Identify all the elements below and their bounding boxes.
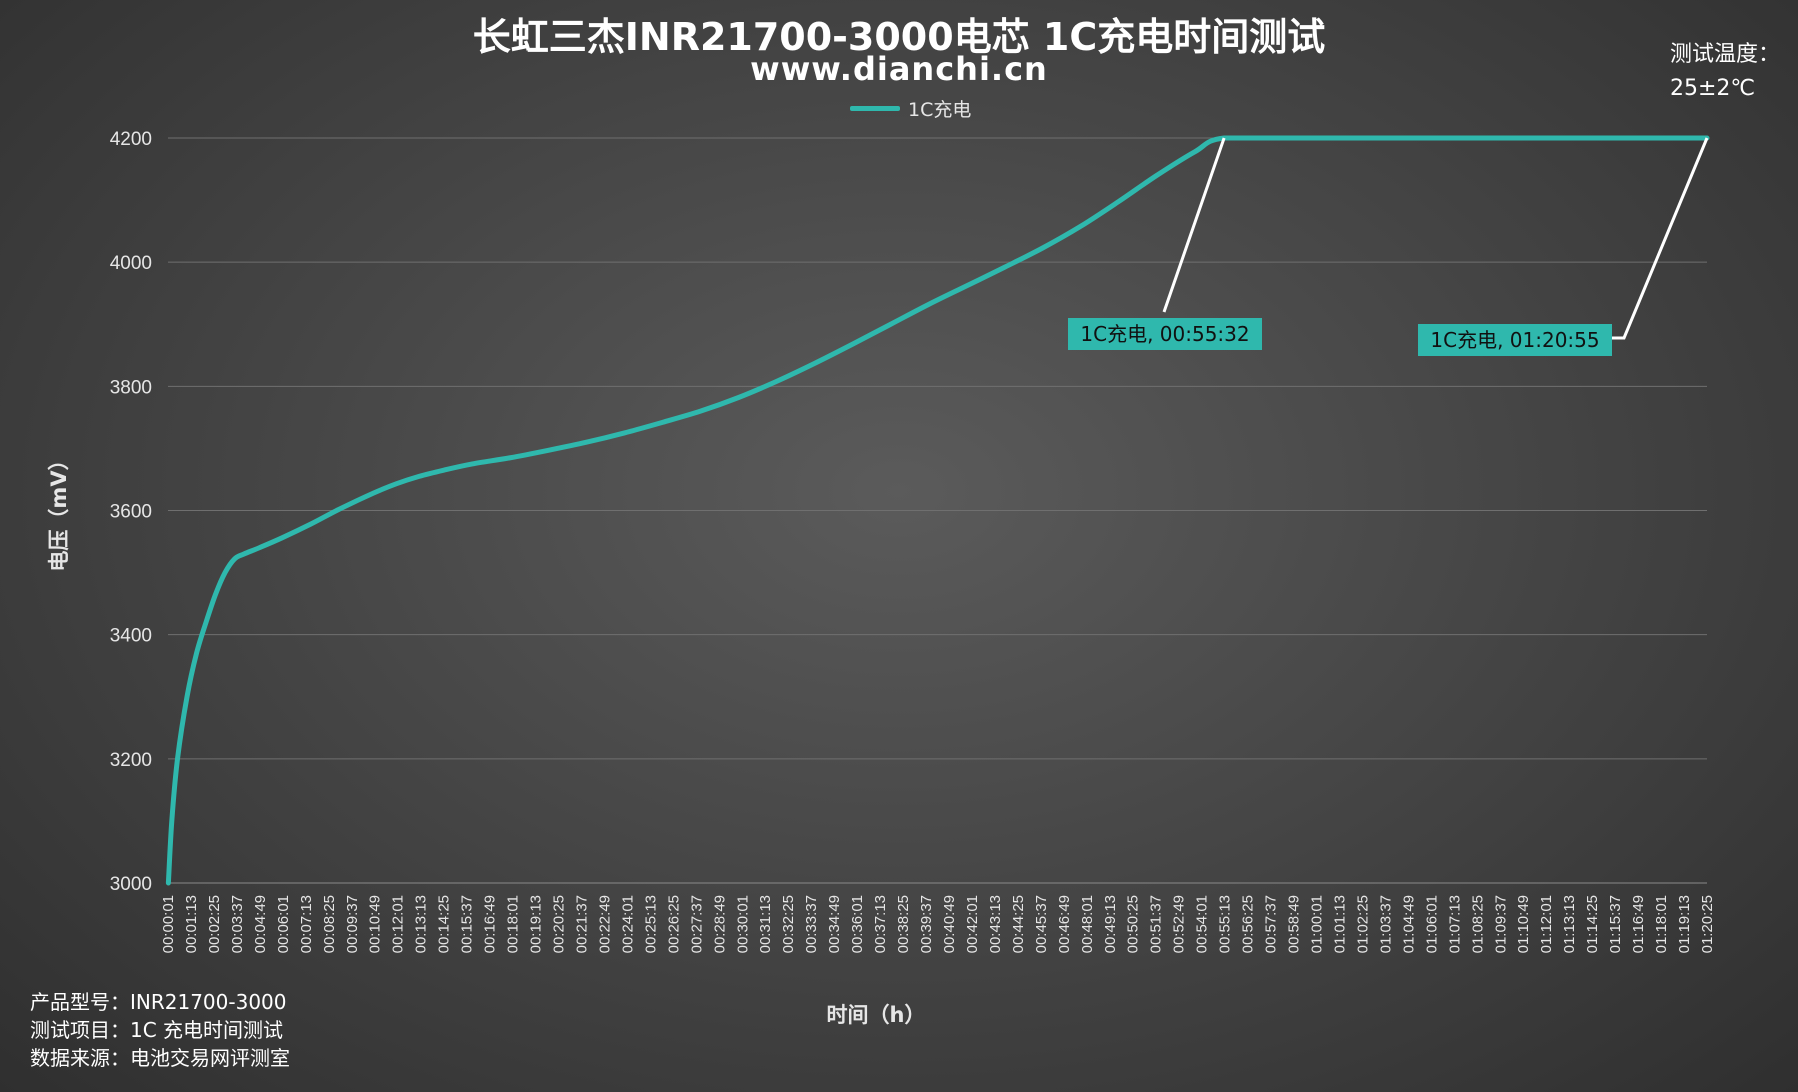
x-tick-label: 00:40:49	[941, 895, 958, 953]
annotation-box	[1068, 318, 1262, 350]
temperature-value: 25±2℃	[1670, 76, 1756, 101]
x-tick-label: 00:31:13	[757, 895, 774, 953]
x-tick-label: 01:10:49	[1515, 895, 1532, 953]
footer-model: 产品型号：INR21700-3000	[30, 990, 287, 1014]
x-tick-label: 01:20:25	[1699, 895, 1716, 953]
x-tick-label: 01:08:25	[1469, 895, 1486, 953]
x-tick-label: 00:37:13	[872, 895, 889, 953]
x-tick-label: 00:42:01	[964, 895, 981, 953]
x-tick-label: 01:19:13	[1676, 895, 1693, 953]
x-tick-label: 00:21:37	[573, 895, 590, 953]
x-tick-label: 00:13:13	[413, 895, 430, 953]
y-tick-label: 3200	[110, 750, 152, 771]
annotation-leader-line	[1162, 137, 1226, 313]
footer-source: 数据来源：电池交易网评测室	[30, 1046, 290, 1070]
x-tick-label: 00:27:37	[688, 895, 705, 953]
x-tick-label: 00:14:25	[436, 895, 453, 953]
x-tick-label: 01:09:37	[1492, 895, 1509, 953]
x-tick-label: 01:01:13	[1331, 895, 1348, 953]
x-tick-label: 00:18:01	[505, 895, 522, 953]
x-tick-label: 01:13:13	[1561, 895, 1578, 953]
x-tick-label: 00:15:37	[459, 895, 476, 953]
x-tick-label: 01:06:01	[1423, 895, 1440, 953]
x-tick-label: 00:28:49	[711, 895, 728, 953]
x-tick-label: 00:00:01	[160, 895, 177, 953]
x-tick-label: 00:19:13	[528, 895, 545, 953]
x-tick-label: 00:49:13	[1102, 895, 1119, 953]
x-tick-label: 00:56:25	[1240, 895, 1257, 953]
x-tick-label: 00:33:37	[803, 895, 820, 953]
y-tick-label: 4200	[110, 129, 152, 150]
x-tick-label: 00:25:13	[642, 895, 659, 953]
x-tick-label: 01:07:13	[1446, 895, 1463, 953]
x-tick-label: 00:50:25	[1125, 895, 1142, 953]
x-tick-label: 00:30:01	[734, 895, 751, 953]
y-tick-label: 3400	[110, 626, 152, 647]
x-tick-label: 00:43:13	[987, 895, 1004, 953]
x-tick-label: 00:52:49	[1171, 895, 1188, 953]
x-tick-label: 00:20:25	[550, 895, 567, 953]
x-tick-label: 00:55:13	[1217, 895, 1234, 953]
y-tick-label: 3000	[110, 874, 152, 895]
x-tick-label: 00:04:49	[252, 895, 269, 953]
y-tick-label: 3600	[110, 502, 152, 523]
annotation-leader-line	[1612, 137, 1709, 340]
legend-label: 1C充电	[908, 98, 972, 121]
footer-info: 产品型号：INR21700-3000 测试项目：1C 充电时间测试 数据来源：电…	[30, 988, 290, 1072]
x-tick-label: 00:34:49	[826, 895, 843, 953]
x-tick-label: 00:02:25	[206, 895, 223, 953]
x-tick-label: 00:48:01	[1079, 895, 1096, 953]
x-tick-label: 00:22:49	[596, 895, 613, 953]
x-tick-label: 00:16:49	[482, 895, 499, 953]
x-axis-title: 时间（h）	[827, 1003, 926, 1027]
x-tick-label: 01:00:01	[1309, 895, 1326, 953]
legend: 1C充电	[850, 96, 972, 121]
x-tick-label: 01:15:37	[1607, 895, 1624, 953]
x-tick-label: 00:01:13	[183, 895, 200, 953]
y-tick-label: 3800	[110, 377, 152, 398]
series-line	[165, 135, 1710, 886]
x-tick-label: 01:03:37	[1377, 895, 1394, 953]
footer-item: 测试项目：1C 充电时间测试	[30, 1018, 284, 1042]
annotation-box	[1418, 324, 1612, 356]
x-tick-label: 00:08:25	[321, 895, 338, 953]
x-tick-label: 00:10:49	[367, 895, 384, 953]
x-tick-label: 00:57:37	[1263, 895, 1280, 953]
x-tick-label: 00:54:01	[1194, 895, 1211, 953]
x-tick-label: 01:02:25	[1354, 895, 1371, 953]
x-tick-label: 00:07:13	[298, 895, 315, 953]
y-axis-title: 电压（mV）	[47, 449, 71, 571]
x-tick-label: 00:32:25	[780, 895, 797, 953]
x-tick-label: 00:03:37	[229, 895, 246, 953]
chart-subtitle: www.dianchi.cn	[750, 50, 1048, 88]
chart-title: 长虹三杰INR21700-3000电芯 1C充电时间测试	[472, 15, 1326, 59]
x-tick-label: 00:12:01	[390, 895, 407, 953]
x-tick-label: 00:09:37	[344, 895, 361, 953]
x-tick-label: 00:38:25	[895, 895, 912, 953]
x-tick-label: 00:06:01	[275, 895, 292, 953]
y-tick-label: 4000	[110, 253, 152, 274]
x-tick-label: 00:44:25	[1010, 895, 1027, 953]
x-tick-label: 00:39:37	[918, 895, 935, 953]
test-temperature: 测试温度： 25±2℃	[1670, 38, 1780, 106]
annotation-label: 1C充电, 00:55:32	[1080, 322, 1249, 346]
x-tick-label: 00:46:49	[1056, 895, 1073, 953]
x-tick-label: 01:14:25	[1584, 895, 1601, 953]
annotation-label: 1C充电, 01:20:55	[1430, 328, 1599, 352]
x-tick-label: 00:45:37	[1033, 895, 1050, 953]
x-tick-label: 01:12:01	[1538, 895, 1555, 953]
legend-swatch	[850, 105, 900, 111]
x-tick-label: 00:26:25	[665, 895, 682, 953]
x-tick-label: 00:36:01	[849, 895, 866, 953]
x-tick-label: 00:58:49	[1286, 895, 1303, 953]
x-tick-label: 01:18:01	[1653, 895, 1670, 953]
x-tick-label: 00:51:37	[1148, 895, 1165, 953]
temperature-label: 测试温度：	[1670, 42, 1781, 67]
x-tick-label: 01:16:49	[1630, 895, 1647, 953]
x-tick-label: 00:24:01	[619, 895, 636, 953]
x-tick-label: 01:04:49	[1400, 895, 1417, 953]
